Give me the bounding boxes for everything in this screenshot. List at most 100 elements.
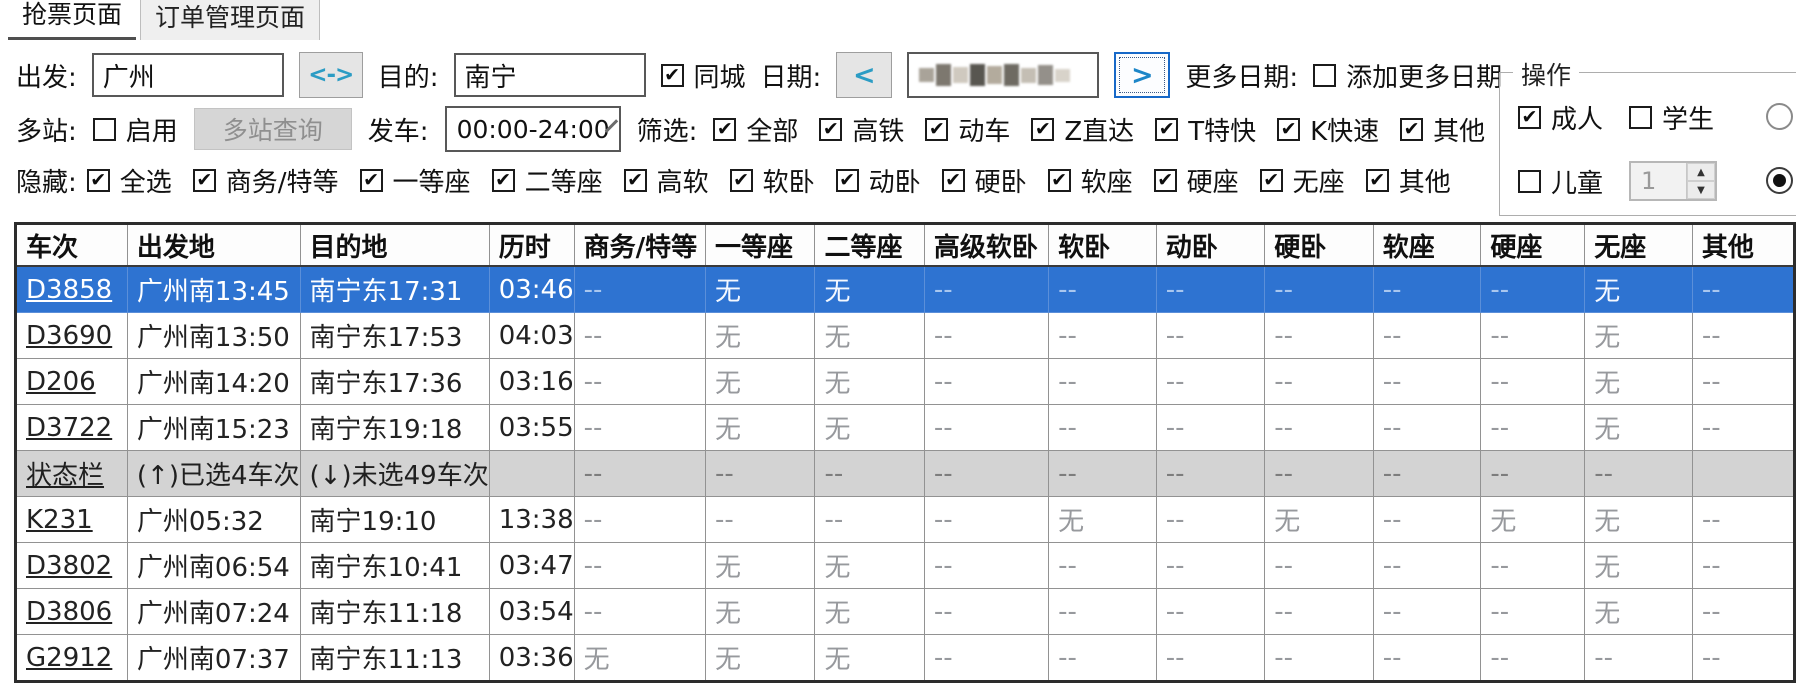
child-count-stepper[interactable]: 1 ▲ ▼ — [1629, 161, 1718, 201]
checkbox-商务/特等[interactable]: ✔ 商务/特等 — [192, 162, 339, 199]
train-number-link[interactable]: G2912 — [26, 642, 113, 673]
destination-input[interactable] — [453, 53, 646, 97]
cell-text: 南宁东17:31 — [309, 277, 463, 307]
checkbox-动卧[interactable]: ✔ 动卧 — [835, 162, 921, 199]
checkbox-高软[interactable]: ✔ 高软 — [623, 162, 709, 199]
checkbox-其他[interactable]: ✔ 其他 — [1365, 162, 1451, 199]
checkbox-硬卧[interactable]: ✔ 硬卧 — [941, 162, 1027, 199]
cell-text: -- — [933, 550, 953, 581]
cell-text: 03:36 — [498, 642, 574, 673]
cell-text: (↓)未选49车次 — [309, 461, 489, 491]
cell-text: -- — [1701, 642, 1721, 673]
checkbox-二等座[interactable]: ✔ 二等座 — [491, 162, 603, 199]
radio-top[interactable] — [1766, 103, 1793, 130]
checkbox-同城[interactable]: ✔ 同城 — [660, 57, 746, 94]
checkbox-添加更多日期[interactable]: 添加更多日期 — [1313, 57, 1502, 94]
train-type-filter-group: ✔ 全部 ✔ 高铁 ✔ 动车 ✔ Z直达 ✔ T特快 ✔ K快速 ✔ 其他 — [713, 111, 1485, 148]
checkbox-label: 二等座 — [524, 167, 603, 198]
cell-text: -- — [1701, 366, 1721, 397]
checkbox-动车[interactable]: ✔ 动车 — [925, 111, 1010, 148]
cell-text: -- — [1594, 458, 1613, 489]
checkbox-label: 商务/特等 — [225, 167, 339, 198]
cell-text: 无 — [1594, 323, 1621, 353]
checkbox-box-icon: ✔ — [713, 117, 737, 141]
checkbox-全部[interactable]: ✔ 全部 — [713, 111, 798, 148]
checkbox-成人[interactable]: ✔ 成人 — [1518, 99, 1603, 136]
tab-grab-ticket[interactable]: 抢票页面 — [8, 0, 137, 40]
checkbox-K快速[interactable]: ✔ K快速 — [1277, 111, 1379, 148]
radio-bottom[interactable] — [1766, 167, 1793, 194]
depart-time-select[interactable]: 00:00-24:00 — [444, 106, 621, 152]
cell-text: 无 — [715, 599, 742, 629]
cell-text: -- — [933, 458, 953, 489]
train-number-link[interactable]: D3722 — [26, 412, 113, 443]
train-number-link[interactable]: D3802 — [26, 550, 113, 581]
cell-text: -- — [933, 274, 953, 305]
checkbox-box-icon: ✔ — [1031, 117, 1055, 141]
checkbox-其他[interactable]: ✔ 其他 — [1400, 111, 1485, 148]
date-input[interactable] — [907, 52, 1100, 98]
checkbox-一等座[interactable]: ✔ 一等座 — [359, 162, 471, 199]
cell-text: -- — [1701, 274, 1721, 305]
column-header-软卧: 软卧 — [1048, 223, 1157, 267]
cell-text: -- — [1165, 366, 1185, 397]
checkbox-box-icon: ✔ — [941, 168, 965, 192]
checkbox-软卧[interactable]: ✔ 软卧 — [729, 162, 815, 199]
checkbox-label: T特快 — [1188, 116, 1257, 147]
train-row-D3690[interactable]: D3690 广州南13:50 南宁东17:53 04:03 -- 无 无 -- -- -- -- --… — [15, 312, 1796, 359]
checkbox-启用[interactable]: 启用 — [92, 111, 178, 148]
redacted-date-pixel — [1004, 64, 1020, 86]
hide-label: 隐藏: — [16, 167, 77, 198]
status-bar-link[interactable]: 状态栏 — [26, 461, 105, 491]
train-row-D3722[interactable]: D3722 广州南15:23 南宁东19:18 03:55 -- 无 无 -- -- -- -- --… — [15, 404, 1796, 451]
train-row-G2912[interactable]: G2912 广州南07:37 南宁东11:13 03:36 无 无 无 -- -- -- -- -- -… — [15, 634, 1796, 682]
cell-text: -- — [1490, 596, 1510, 627]
depart-time-label: 发车: — [367, 116, 429, 147]
multi-station-query-button[interactable]: 多站查询 — [193, 108, 352, 150]
train-number-link[interactable]: D3806 — [26, 596, 113, 627]
checkbox-T特快[interactable]: ✔ T特快 — [1155, 111, 1256, 148]
train-row-D3802[interactable]: D3802 广州南06:54 南宁东10:41 03:47 -- 无 无 -- -- -- -- --… — [15, 542, 1796, 589]
status-row[interactable]: 状态栏 (↑)已选4车次 (↓)未选49车次 -- -- -- -- -- -- -- -- -- -- — [15, 450, 1796, 497]
checkbox-硬座[interactable]: ✔ 硬座 — [1153, 162, 1239, 199]
train-row-D3858[interactable]: D3858 广州南13:45 南宁东17:31 03:46 -- 无 无 -- -- -- -- --… — [15, 265, 1796, 313]
cell-text: -- — [583, 596, 603, 627]
checkbox-Z直达[interactable]: ✔ Z直达 — [1031, 111, 1134, 148]
swap-stations-button[interactable]: <-> — [298, 52, 363, 98]
train-number-link[interactable]: D3690 — [26, 320, 113, 351]
checkbox-无座[interactable]: ✔ 无座 — [1259, 162, 1345, 199]
cell-text: 无 — [824, 323, 851, 353]
cell-text: -- — [1274, 366, 1293, 397]
checkbox-全选[interactable]: ✔ 全选 — [86, 162, 172, 199]
checkbox-高铁[interactable]: ✔ 高铁 — [819, 111, 904, 148]
stepper-down-icon[interactable]: ▼ — [1687, 181, 1716, 199]
train-row-D3806[interactable]: D3806 广州南07:24 南宁东11:18 03:54 -- 无 无 -- -- -- -- --… — [15, 588, 1796, 635]
cell-text: 无 — [1594, 415, 1621, 445]
operation-group: 操作 ✔ 成人 学生 儿童 1 ▲ ▼ — [1499, 56, 1796, 216]
checkbox-box-icon: ✔ — [1047, 168, 1071, 192]
previous-day-button[interactable]: < — [836, 52, 893, 98]
cell-text: -- — [1274, 274, 1293, 305]
next-day-button[interactable]: > — [1114, 52, 1171, 98]
tab-order-management[interactable]: 订单管理页面 — [140, 0, 321, 40]
train-number-link[interactable]: D3858 — [26, 274, 113, 305]
cell-text: -- — [583, 458, 603, 489]
cell-text: -- — [1058, 458, 1077, 489]
checkbox-box-icon — [1518, 169, 1541, 193]
column-header-高级软卧: 高级软卧 — [923, 223, 1050, 267]
depart-input[interactable] — [91, 53, 284, 97]
train-row-D206[interactable]: D206 广州南14:20 南宁东17:36 03:16 -- 无 无 -- -- -- -- -- -… — [15, 358, 1796, 405]
train-row-K231[interactable]: K231 广州05:32 南宁19:10 13:38 -- -- -- -- 无 -- 无 -- 无 无 -… — [15, 496, 1796, 543]
column-header-商务/特等: 商务/特等 — [573, 223, 707, 267]
redacted-date-pixel — [987, 66, 1003, 84]
train-number-link[interactable]: D206 — [26, 366, 96, 397]
checkbox-儿童[interactable]: 儿童 — [1518, 163, 1603, 200]
train-number-link[interactable]: K231 — [26, 504, 93, 535]
cell-text: 13:38 — [498, 504, 574, 535]
checkbox-label: Z直达 — [1064, 116, 1135, 147]
stepper-up-icon[interactable]: ▲ — [1687, 163, 1716, 181]
cell-text: -- — [1490, 458, 1510, 489]
checkbox-软座[interactable]: ✔ 软座 — [1047, 162, 1133, 199]
cell-text: -- — [1165, 642, 1185, 673]
checkbox-学生[interactable]: 学生 — [1629, 99, 1714, 136]
